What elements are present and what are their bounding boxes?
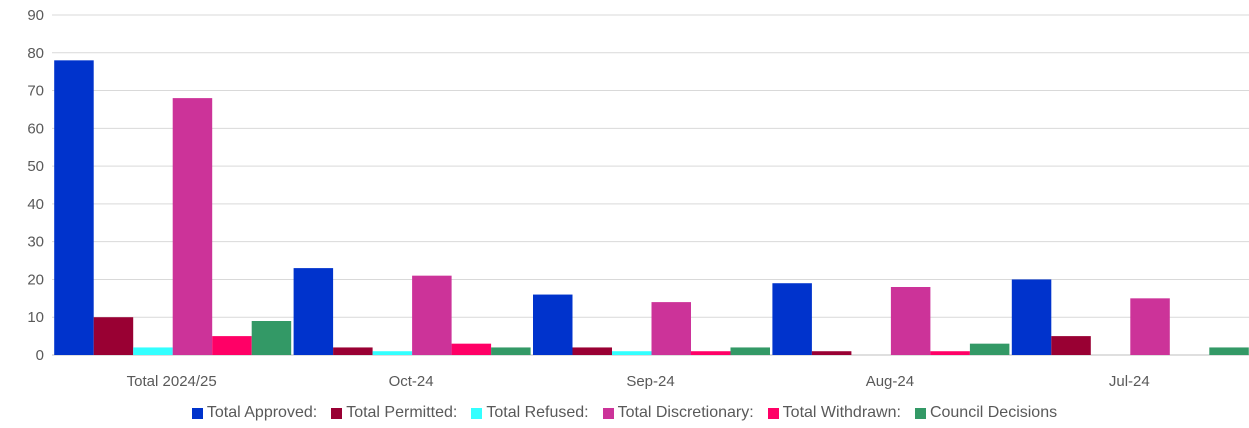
x-tick-label: Total 2024/25	[127, 373, 217, 390]
bar-total-permitted	[333, 347, 373, 355]
y-tick-label: 30	[27, 234, 44, 251]
y-tick-label: 90	[27, 7, 44, 24]
bar-total-discretionary	[172, 98, 213, 355]
bar-total-permitted	[572, 347, 612, 355]
bar-total-approved	[293, 268, 334, 355]
y-tick-label: 60	[27, 120, 44, 137]
bar-total-withdrawn	[691, 351, 731, 355]
bar-total-approved	[54, 60, 94, 355]
x-tick-label: Jul-24	[1109, 373, 1150, 390]
bar-council-decisions	[1209, 347, 1249, 355]
y-tick-label: 0	[36, 347, 44, 364]
bar-council-decisions	[491, 347, 531, 355]
bar-council-decisions	[251, 321, 292, 355]
y-tick-label: 20	[27, 271, 44, 288]
x-tick-label: Aug-24	[866, 373, 914, 390]
legend-swatch	[602, 407, 614, 419]
bar-total-permitted	[811, 351, 852, 355]
bar-total-refused	[372, 351, 413, 355]
legend-swatch	[471, 407, 483, 419]
bar-council-decisions	[730, 347, 770, 355]
y-tick-label: 50	[27, 158, 44, 175]
legend-item: Total Permitted:	[331, 404, 457, 422]
bar-total-approved	[1011, 279, 1052, 355]
y-tick-label: 70	[27, 83, 44, 100]
y-axis-ticks: 0 10 20 30 40 50 60 70 80 90	[27, 7, 44, 364]
bar-total-approved	[533, 294, 573, 355]
legend-item: Total Discretionary:	[602, 404, 754, 422]
legend-label: Total Permitted:	[346, 404, 458, 421]
bar-total-discretionary	[1130, 298, 1170, 355]
bar-total-permitted	[1051, 336, 1091, 355]
bar-total-refused	[133, 347, 173, 355]
bar-total-permitted	[93, 317, 134, 355]
legend-swatch	[767, 407, 779, 419]
legend-label: Council Decisions	[929, 404, 1058, 421]
bar-total-withdrawn	[451, 343, 492, 355]
legend-item: Total Refused:	[471, 404, 589, 422]
x-tick-label: Oct-24	[389, 373, 434, 390]
bar-total-approved	[772, 283, 812, 355]
bar-total-discretionary	[651, 302, 691, 355]
legend-label: Total Refused:	[486, 404, 589, 421]
bar-total-discretionary	[412, 275, 452, 355]
x-axis-ticks: Total 2024/25 Oct-24 Sep-24 Aug-24 Jul-24	[127, 373, 1150, 390]
legend-swatch	[331, 407, 343, 419]
legend: Total Approved: Total Permitted: Total Ref…	[0, 402, 1249, 424]
bar-chart: 0 10 20 30 40 50 60 70 80 90 Total 2024/25 Oct-24 S…	[27, 7, 1249, 390]
bar-council-decisions	[969, 343, 1010, 355]
legend-swatch	[914, 407, 926, 419]
bar-total-withdrawn	[930, 351, 970, 355]
gridlines	[52, 14, 1249, 356]
legend-label: Total Discretionary:	[617, 404, 754, 421]
legend-swatch	[191, 407, 203, 419]
bars	[54, 60, 1249, 355]
legend-item: Total Approved:	[191, 404, 318, 422]
x-tick-label: Sep-24	[626, 373, 674, 390]
legend-item: Total Withdrawn:	[767, 404, 901, 422]
bar-total-discretionary	[890, 287, 931, 355]
y-tick-label: 40	[27, 196, 44, 213]
legend-label: Total Withdrawn:	[782, 404, 901, 421]
bar-total-refused	[612, 351, 652, 355]
legend-label: Total Approved:	[206, 404, 318, 421]
legend-item: Council Decisions	[914, 404, 1058, 422]
bar-total-withdrawn	[212, 336, 252, 355]
y-tick-label: 10	[27, 309, 44, 326]
y-tick-label: 80	[27, 45, 44, 62]
